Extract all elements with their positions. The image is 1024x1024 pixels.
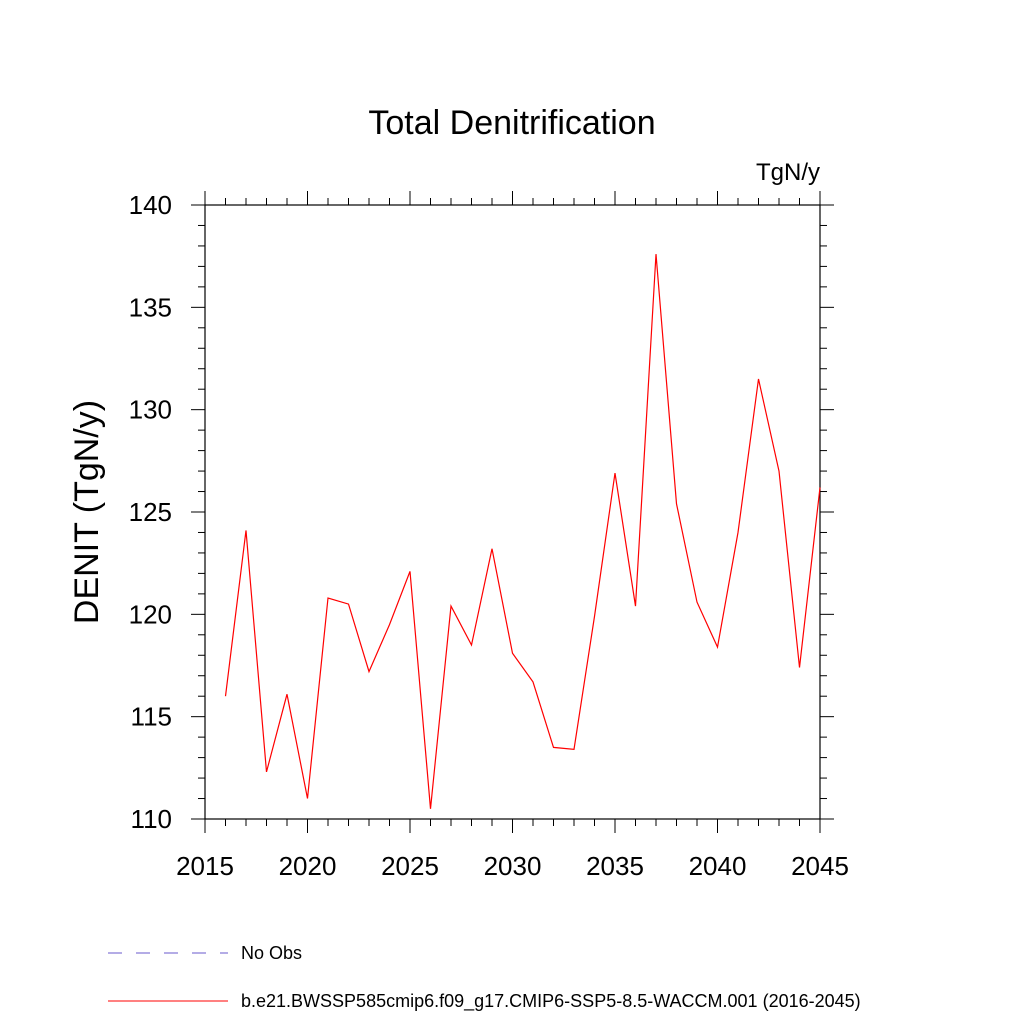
y-tick-label: 110 [131,804,172,834]
x-axis-ticks: 2015 2020 2025 2030 2035 2040 2045 [176,191,849,881]
legend-label-model: b.e21.BWSSP585cmip6.f09_g17.CMIP6-SSP5-8… [241,991,861,1012]
y-tick-label: 140 [129,190,172,220]
y-tick-label: 125 [129,497,172,527]
y-axis-ticks: 110 115 120 125 130 135 140 [129,190,834,834]
units-label: TgN/y [756,159,820,186]
x-tick-label: 2025 [381,851,439,881]
y-tick-label: 115 [131,702,172,732]
chart-title: Total Denitrification [368,104,655,142]
series-group [224,254,821,809]
x-tick-label: 2015 [176,851,234,881]
x-tick-label: 2020 [279,851,337,881]
x-tick-label: 2045 [791,851,849,881]
legend-label-no-obs: No Obs [241,943,302,963]
y-tick-label: 130 [129,395,172,425]
x-tick-label: 2040 [689,851,747,881]
x-tick-label: 2035 [586,851,644,881]
x-tick-label: 2030 [484,851,542,881]
y-tick-label: 120 [129,599,172,629]
series-line-0 [224,254,821,809]
y-tick-label: 135 [129,292,172,322]
y-axis-label: DENIT (TgN/y) [68,400,106,624]
legend: No Obs b.e21.BWSSP585cmip6.f09_g17.CMIP6… [108,943,861,1012]
plot-frame [204,204,821,820]
